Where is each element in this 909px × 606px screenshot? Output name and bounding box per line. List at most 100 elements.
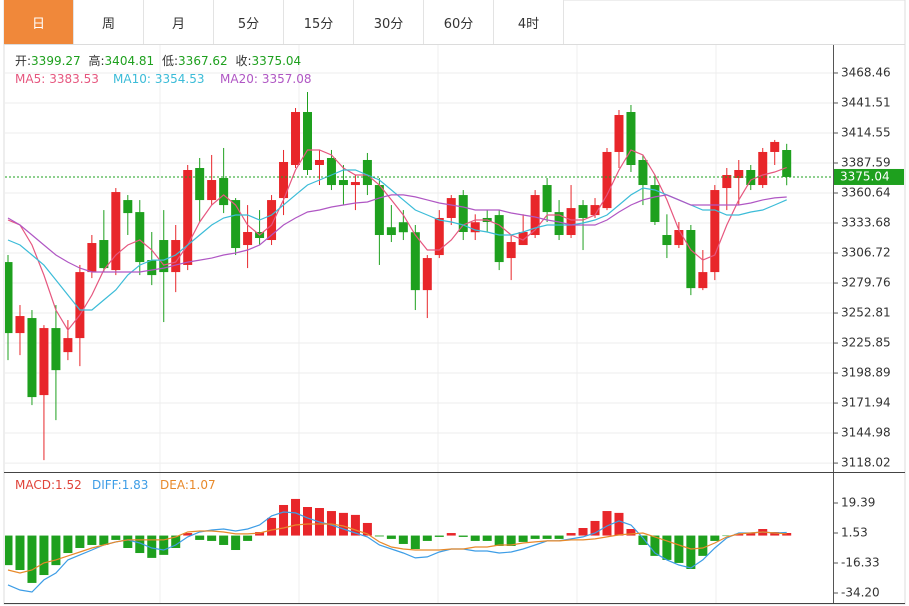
macd-bar <box>219 535 229 545</box>
candle-body <box>374 185 384 236</box>
candle-body <box>530 195 540 236</box>
macd-bar <box>15 535 25 570</box>
candle-body <box>578 205 588 218</box>
macd-bar <box>171 535 181 548</box>
candle-body <box>207 180 217 201</box>
candle-body <box>87 243 97 273</box>
macd-bar <box>63 535 73 554</box>
period-tab[interactable]: 月 <box>144 0 214 44</box>
y-tick-label: 3144.98 <box>841 426 891 440</box>
candle-body <box>75 272 85 339</box>
macd-bar <box>123 535 133 548</box>
macd-bar <box>722 535 732 537</box>
y-tick-label: 3118.02 <box>841 456 891 470</box>
candle-body <box>5 262 13 334</box>
candle-body <box>303 112 312 171</box>
last-price-label: 3375.04 <box>840 169 890 183</box>
y-tick-label: 3252.81 <box>841 306 891 320</box>
macd-bar <box>422 535 432 541</box>
macd-bar <box>650 535 660 556</box>
legend-entry: DIFF:1.83 <box>92 478 148 492</box>
last-price-box <box>834 168 904 185</box>
macd-bar <box>279 504 289 536</box>
candle-body <box>171 240 181 273</box>
legend-value: 1.52 <box>55 478 82 492</box>
ohlc-label: 低: <box>162 54 178 68</box>
candle-body <box>554 212 564 236</box>
macd-bar <box>362 522 372 536</box>
period-tab[interactable]: 日 <box>4 0 74 44</box>
macd-bar <box>434 535 444 537</box>
macd-bar <box>267 517 277 536</box>
macd-bar <box>243 535 253 541</box>
macd-bar <box>99 535 109 545</box>
macd-bar <box>159 535 169 555</box>
candle-body <box>494 215 504 263</box>
period-tab[interactable]: 周 <box>74 0 144 44</box>
macd-bar <box>51 535 61 566</box>
ohlc-legend: 开:3399.27 高:3404.81 低:3367.62 收:3375.04 <box>15 53 301 68</box>
period-tab[interactable]: 15分 <box>284 0 354 44</box>
macd-bar <box>183 533 193 536</box>
candle-body <box>470 222 480 233</box>
period-tab[interactable]: 30分 <box>354 0 424 44</box>
macd-bar <box>542 535 552 539</box>
macd-bar <box>590 520 600 536</box>
y-tick-label: 19.39 <box>841 495 875 509</box>
candle-body <box>734 170 744 179</box>
y-tick-label: 3360.64 <box>841 186 891 200</box>
macd-bar <box>494 535 504 546</box>
y-tick-label: 3171.94 <box>841 396 891 410</box>
candle-body <box>159 240 169 273</box>
macd-bar <box>710 535 720 541</box>
candle-body <box>279 161 289 199</box>
candle-body <box>602 151 612 209</box>
candle-body <box>123 200 133 214</box>
macd-bar <box>386 535 396 539</box>
macd-bar <box>458 535 468 537</box>
macd-bar <box>482 535 492 541</box>
period-tab[interactable]: 5分 <box>214 0 284 44</box>
legend-entry: MACD:1.52 <box>15 478 82 492</box>
macd-bar <box>770 532 780 536</box>
candle-body <box>135 212 145 263</box>
candle-body <box>446 198 456 218</box>
y-tick-label: 3387.59 <box>841 156 891 170</box>
legend-name: MA20: <box>220 72 258 86</box>
candle-body <box>291 112 301 165</box>
macd-bar <box>638 535 648 545</box>
macd-bar <box>303 507 312 536</box>
y-tick-label: -16.33 <box>841 555 880 569</box>
candle-body <box>243 232 253 246</box>
candle-body <box>518 232 528 246</box>
candle-body <box>590 205 600 216</box>
period-tab[interactable]: 60分 <box>424 0 494 44</box>
macd-bar <box>27 535 37 583</box>
candle-body <box>638 159 648 186</box>
candle-body <box>195 168 205 201</box>
candle-body <box>782 150 792 177</box>
period-tab[interactable]: 4时 <box>494 0 564 44</box>
candle-body <box>710 190 720 273</box>
ohlc-label: 开: <box>15 54 31 68</box>
candle-body <box>662 235 672 246</box>
macd-bar <box>147 535 157 558</box>
ohlc-value: 3399.27 <box>31 54 81 68</box>
macd-bar <box>39 535 49 576</box>
macd-bar <box>662 535 672 560</box>
candle-body <box>770 141 780 152</box>
ohlc-value: 3404.81 <box>105 54 155 68</box>
macd-bar <box>602 511 612 536</box>
ohlc-value: 3367.62 <box>178 54 228 68</box>
y-tick-label: 3414.55 <box>841 125 891 139</box>
legend-value: 1.07 <box>189 478 216 492</box>
macd-bar <box>578 528 588 536</box>
legend-value: 1.83 <box>122 478 149 492</box>
macd-bar <box>75 535 85 548</box>
candle-body <box>219 178 229 206</box>
macd-bar <box>782 533 792 536</box>
candle-body <box>722 175 732 189</box>
candle-body <box>506 242 516 259</box>
